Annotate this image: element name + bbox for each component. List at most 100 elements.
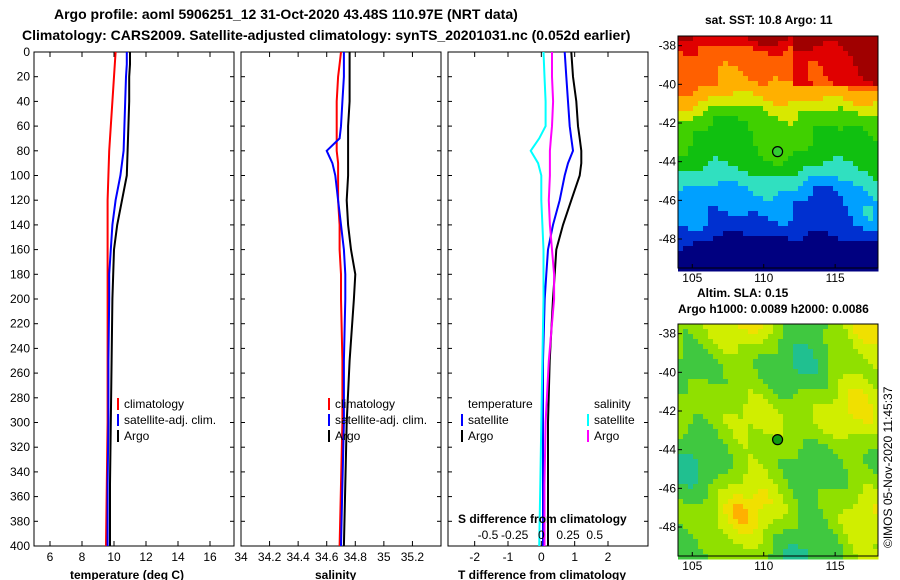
heatmap-cell xyxy=(763,469,769,475)
heatmap-cell xyxy=(868,374,874,380)
heatmap-cell xyxy=(688,191,694,197)
heatmap-cell xyxy=(858,61,864,67)
title-line-2: Climatology: CARS2009. Satellite-adjuste… xyxy=(22,27,630,43)
heatmap-cell xyxy=(823,91,829,97)
heatmap-cell xyxy=(773,349,779,355)
heatmap-cell xyxy=(708,539,714,545)
heatmap-cell xyxy=(718,131,724,137)
heatmap-cell xyxy=(683,379,689,385)
heatmap-cell xyxy=(783,494,789,500)
heatmap-cell xyxy=(848,504,854,510)
heatmap-cell xyxy=(758,151,764,157)
heatmap-cell xyxy=(678,324,684,330)
heatmap-cell xyxy=(863,544,869,550)
heatmap-cell xyxy=(758,399,764,405)
heatmap-cell xyxy=(693,484,699,490)
heatmap-cell xyxy=(728,334,734,340)
heatmap-cell xyxy=(733,201,739,207)
heatmap-cell xyxy=(718,419,724,425)
heatmap-cell xyxy=(748,131,754,137)
heatmap-cell xyxy=(873,339,879,345)
heatmap-cell xyxy=(843,201,849,207)
heatmap-cell xyxy=(738,231,744,237)
heatmap-cell xyxy=(703,399,709,405)
heatmap-cell xyxy=(848,231,854,237)
heatmap-cell xyxy=(858,469,864,475)
heatmap-cell xyxy=(863,96,869,102)
heatmap-cell xyxy=(678,364,684,370)
heatmap-cell xyxy=(708,231,714,237)
heatmap-cell xyxy=(778,529,784,535)
heatmap-cell xyxy=(698,231,704,237)
heatmap-cell xyxy=(838,231,844,237)
heatmap-cell xyxy=(718,444,724,450)
heatmap-cell xyxy=(833,141,839,147)
heatmap-cell xyxy=(833,216,839,222)
heatmap-cell xyxy=(763,196,769,202)
heatmap-cell xyxy=(833,246,839,252)
heatmap-cell xyxy=(833,91,839,97)
heatmap-cell xyxy=(783,181,789,187)
heatmap-cell xyxy=(823,156,829,162)
heatmap-cell xyxy=(863,479,869,485)
heatmap-cell xyxy=(728,166,734,172)
heatmap-cell xyxy=(748,539,754,545)
heatmap-cell xyxy=(743,334,749,340)
heatmap-cell xyxy=(843,126,849,132)
heatmap-cell xyxy=(748,389,754,395)
heatmap-cell xyxy=(718,359,724,365)
heatmap-cell xyxy=(723,131,729,137)
heatmap-cell xyxy=(758,86,764,92)
heatmap-cell xyxy=(848,196,854,202)
map-y-tick-label: -46 xyxy=(659,481,677,495)
heatmap-cell xyxy=(843,404,849,410)
heatmap-cell xyxy=(683,116,689,122)
heatmap-cell xyxy=(733,231,739,237)
heatmap-cell xyxy=(758,41,764,47)
heatmap-cell xyxy=(753,474,759,480)
heatmap-cell xyxy=(763,544,769,550)
heatmap-cell xyxy=(818,231,824,237)
heatmap-cell xyxy=(683,256,689,262)
heatmap-cell xyxy=(833,256,839,262)
heatmap-cell xyxy=(773,266,779,272)
heatmap-cell xyxy=(848,409,854,415)
heatmap-cell xyxy=(758,524,764,530)
heatmap-cell xyxy=(868,216,874,222)
heatmap-cell xyxy=(853,469,859,475)
heatmap-cell xyxy=(803,156,809,162)
heatmap-cell xyxy=(823,399,829,405)
heatmap-cell xyxy=(863,91,869,97)
heatmap-cell xyxy=(813,56,819,62)
heatmap-cell xyxy=(688,439,694,445)
heatmap-cell xyxy=(868,539,874,545)
heatmap-cell xyxy=(678,121,684,127)
heatmap-cell xyxy=(798,419,804,425)
heatmap-cell xyxy=(793,81,799,87)
heatmap-cell xyxy=(758,201,764,207)
heatmap-cell xyxy=(863,246,869,252)
heatmap-cell xyxy=(703,394,709,400)
heatmap-cell xyxy=(798,459,804,465)
heatmap-cell xyxy=(783,334,789,340)
x-tick-label: 34.2 xyxy=(258,550,282,564)
heatmap-cell xyxy=(813,126,819,132)
heatmap-cell xyxy=(768,459,774,465)
heatmap-cell xyxy=(693,216,699,222)
heatmap-cell xyxy=(718,479,724,485)
heatmap-cell xyxy=(758,529,764,535)
heatmap-cell xyxy=(868,534,874,540)
heatmap-cell xyxy=(738,216,744,222)
heatmap-cell xyxy=(713,389,719,395)
heatmap-cell xyxy=(833,171,839,177)
heatmap-cell xyxy=(803,196,809,202)
heatmap-cell xyxy=(778,111,784,117)
heatmap-cell xyxy=(728,459,734,465)
heatmap-cell xyxy=(753,136,759,142)
heatmap-cell xyxy=(758,379,764,385)
heatmap-cell xyxy=(813,544,819,550)
heatmap-cell xyxy=(868,334,874,340)
heatmap-cell xyxy=(758,156,764,162)
heatmap-cell xyxy=(793,246,799,252)
heatmap-cell xyxy=(788,504,794,510)
